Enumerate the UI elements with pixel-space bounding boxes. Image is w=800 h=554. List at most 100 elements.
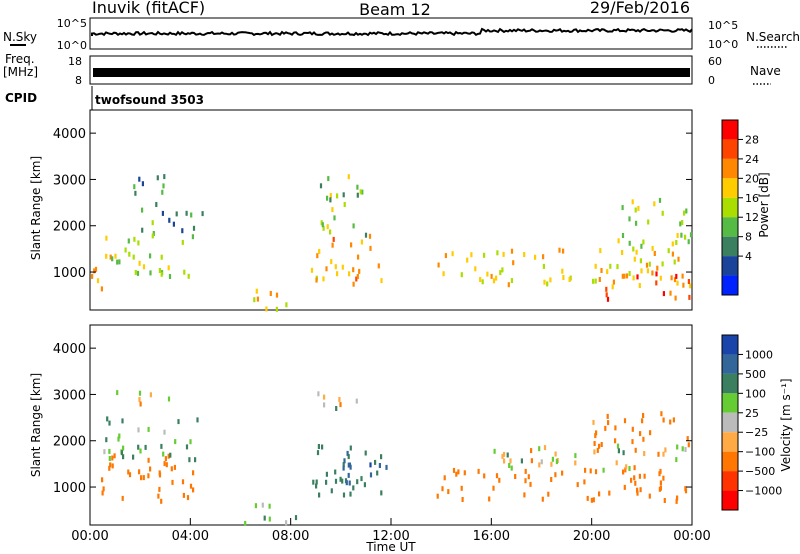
colorbar-swatch bbox=[722, 354, 738, 374]
echo-cell bbox=[669, 419, 672, 425]
echo-cell bbox=[185, 444, 189, 450]
echo-cell bbox=[102, 486, 105, 492]
y-tick-label: 2000 bbox=[53, 220, 86, 235]
echo-cell bbox=[377, 263, 380, 269]
nave-label: Nave bbox=[750, 64, 781, 78]
echo-cell bbox=[268, 516, 271, 522]
echo-cell bbox=[543, 445, 547, 451]
echo-cell bbox=[594, 433, 597, 439]
echo-cell bbox=[322, 225, 325, 231]
echo-cell bbox=[327, 176, 330, 182]
echo-cell bbox=[657, 451, 660, 457]
echo-cell bbox=[558, 247, 561, 253]
echo-cell bbox=[589, 468, 592, 474]
colorbar-swatch bbox=[722, 451, 738, 472]
echo-cell bbox=[170, 466, 173, 472]
echo-cell bbox=[688, 294, 691, 300]
echo-cell bbox=[347, 174, 350, 180]
echo-cell bbox=[108, 465, 111, 471]
echo-cell bbox=[151, 233, 154, 239]
echo-cell bbox=[334, 264, 337, 270]
echo-cell bbox=[133, 184, 136, 190]
echo-cell bbox=[93, 268, 96, 274]
echo-cell bbox=[335, 406, 338, 411]
echo-cell bbox=[194, 457, 197, 463]
echo-cell bbox=[635, 220, 638, 226]
echo-cell bbox=[598, 491, 601, 497]
echo-cell bbox=[685, 208, 688, 214]
echo-cell bbox=[683, 210, 686, 216]
echo-cell bbox=[256, 296, 259, 302]
y-tick-label: 4000 bbox=[53, 342, 86, 357]
noise-tick-low-right: 10^0 bbox=[708, 38, 738, 51]
echo-cell bbox=[675, 457, 678, 463]
echo-cell bbox=[655, 280, 658, 286]
echo-cell bbox=[681, 220, 684, 225]
echo-cell bbox=[385, 464, 388, 470]
echo-cell bbox=[127, 469, 130, 475]
echo-cell bbox=[447, 489, 450, 495]
echo-cell bbox=[524, 468, 527, 474]
echo-cell bbox=[561, 268, 564, 274]
echo-cell bbox=[192, 470, 195, 476]
echo-cell bbox=[662, 475, 665, 481]
echo-cell bbox=[496, 250, 499, 256]
echo-cell bbox=[158, 486, 161, 492]
echo-cell bbox=[171, 479, 174, 485]
echo-cell bbox=[669, 290, 672, 296]
freq-panel bbox=[89, 55, 693, 85]
echo-cell bbox=[329, 197, 332, 203]
echo-cell bbox=[481, 279, 484, 285]
echo-cell bbox=[116, 390, 119, 396]
x-tick-label: 16:00 bbox=[473, 529, 510, 544]
freq-tick-high: 18 bbox=[68, 55, 82, 68]
echo-cell bbox=[158, 472, 162, 478]
echo-cell bbox=[642, 413, 645, 418]
echo-cell bbox=[648, 493, 651, 499]
colorbar-tick-label: 100 bbox=[745, 387, 766, 400]
echo-cell bbox=[520, 458, 523, 464]
echo-cell bbox=[648, 261, 651, 267]
echo-cell bbox=[460, 485, 463, 491]
echo-cell bbox=[622, 450, 625, 456]
echo-cell bbox=[574, 453, 577, 459]
echo-cell bbox=[160, 271, 163, 277]
echo-cell bbox=[625, 464, 628, 470]
echo-cell bbox=[118, 259, 121, 265]
echo-cell bbox=[330, 259, 333, 265]
echo-cell bbox=[318, 248, 321, 254]
echo-cell bbox=[455, 471, 458, 477]
power-colorbar: 28 24 20 16 12 8 4 bbox=[721, 119, 759, 296]
echo-cell bbox=[584, 467, 587, 473]
echo-cell bbox=[600, 442, 603, 447]
echo-cell bbox=[342, 465, 345, 471]
echo-cell bbox=[653, 201, 656, 207]
echo-cell bbox=[149, 392, 152, 398]
echo-cell bbox=[167, 453, 170, 459]
echo-cell bbox=[315, 479, 318, 485]
echo-cell bbox=[549, 277, 552, 283]
echo-cell bbox=[594, 263, 597, 269]
echo-cell bbox=[460, 272, 463, 278]
echo-cell bbox=[636, 490, 639, 496]
echo-cell bbox=[315, 483, 318, 489]
echo-cell bbox=[325, 471, 328, 477]
echo-cell bbox=[501, 453, 504, 459]
echo-cell bbox=[684, 234, 687, 240]
echo-cell bbox=[192, 225, 196, 231]
echo-cell bbox=[651, 270, 654, 276]
echo-cell bbox=[352, 281, 355, 287]
echo-cell bbox=[101, 477, 104, 483]
power-echo-cells bbox=[91, 174, 693, 312]
echo-cell bbox=[352, 485, 355, 491]
echo-cell bbox=[285, 302, 288, 308]
echo-cell bbox=[437, 262, 440, 268]
echo-cell bbox=[111, 455, 114, 461]
echo-cell bbox=[452, 467, 456, 473]
echo-cell bbox=[631, 439, 634, 445]
echo-cell bbox=[149, 253, 152, 259]
echo-cell bbox=[502, 251, 505, 257]
echo-cell bbox=[530, 448, 533, 454]
echo-cell bbox=[188, 457, 191, 463]
echo-cell bbox=[144, 444, 147, 450]
